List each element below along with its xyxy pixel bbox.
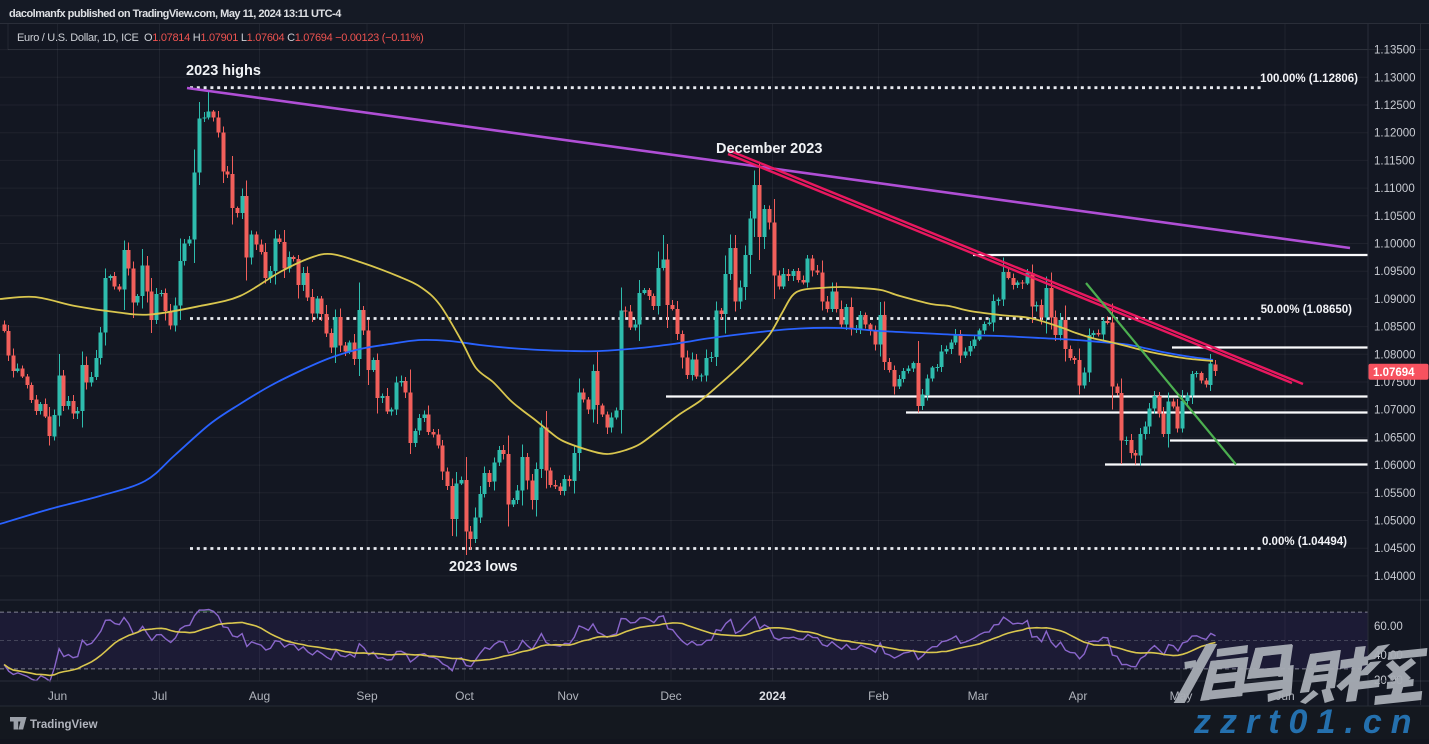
svg-text:60.00: 60.00 — [1374, 621, 1403, 633]
svg-text:1.05500: 1.05500 — [1374, 488, 1416, 500]
svg-text:1.07694: 1.07694 — [1373, 367, 1415, 379]
svg-text:Euro / U.S. Dollar, 1D, ICE O: Euro / U.S. Dollar, 1D, ICE O1.07814 H1.… — [17, 32, 423, 44]
svg-text:1.13500: 1.13500 — [1374, 45, 1416, 57]
svg-text:1.09000: 1.09000 — [1374, 294, 1416, 306]
svg-text:1.07500: 1.07500 — [1374, 377, 1416, 389]
svg-text:TradingView: TradingView — [30, 719, 98, 731]
svg-text:Aug: Aug — [249, 689, 270, 703]
svg-text:zzrt01.cn: zzrt01.cn — [1193, 703, 1421, 739]
svg-text:2023 lows: 2023 lows — [449, 559, 518, 575]
svg-text:1.12000: 1.12000 — [1374, 128, 1416, 140]
svg-text:Jun: Jun — [48, 689, 67, 703]
svg-text:1.11000: 1.11000 — [1374, 183, 1415, 195]
svg-text:Dec: Dec — [660, 689, 681, 703]
svg-text:2024: 2024 — [759, 689, 786, 703]
svg-text:1.12500: 1.12500 — [1374, 100, 1416, 112]
svg-text:December 2023: December 2023 — [716, 141, 822, 157]
svg-text:1.05000: 1.05000 — [1374, 516, 1416, 528]
svg-text:1.13000: 1.13000 — [1374, 72, 1416, 84]
svg-text:1.04500: 1.04500 — [1374, 543, 1416, 555]
svg-text:dacolmanfx published on Tradin: dacolmanfx published on TradingView.com,… — [9, 8, 342, 20]
svg-text:1.09500: 1.09500 — [1374, 266, 1416, 278]
svg-text:Sep: Sep — [356, 689, 378, 703]
svg-text:1.08000: 1.08000 — [1374, 349, 1416, 361]
svg-text:1.04000: 1.04000 — [1374, 571, 1416, 583]
svg-text:Feb: Feb — [868, 689, 889, 703]
svg-text:2023 highs: 2023 highs — [186, 63, 261, 79]
svg-text:Nov: Nov — [557, 689, 578, 703]
svg-text:1.08500: 1.08500 — [1374, 322, 1416, 334]
svg-text:1.07000: 1.07000 — [1374, 405, 1416, 417]
svg-text:1.06000: 1.06000 — [1374, 460, 1416, 472]
svg-text:1.06500: 1.06500 — [1374, 432, 1416, 444]
svg-text:Oct: Oct — [455, 689, 474, 703]
svg-text:0.00% (1.04494): 0.00% (1.04494) — [1262, 536, 1347, 548]
svg-text:100.00% (1.12806): 100.00% (1.12806) — [1260, 73, 1358, 85]
svg-text:1.10500: 1.10500 — [1374, 211, 1416, 223]
svg-text:1.10000: 1.10000 — [1374, 239, 1416, 251]
svg-text:Mar: Mar — [968, 689, 989, 703]
svg-text:50.00% (1.08650): 50.00% (1.08650) — [1261, 304, 1353, 316]
svg-text:Jul: Jul — [152, 689, 167, 703]
svg-text:Apr: Apr — [1069, 689, 1088, 703]
svg-text:1.11500: 1.11500 — [1374, 155, 1415, 167]
